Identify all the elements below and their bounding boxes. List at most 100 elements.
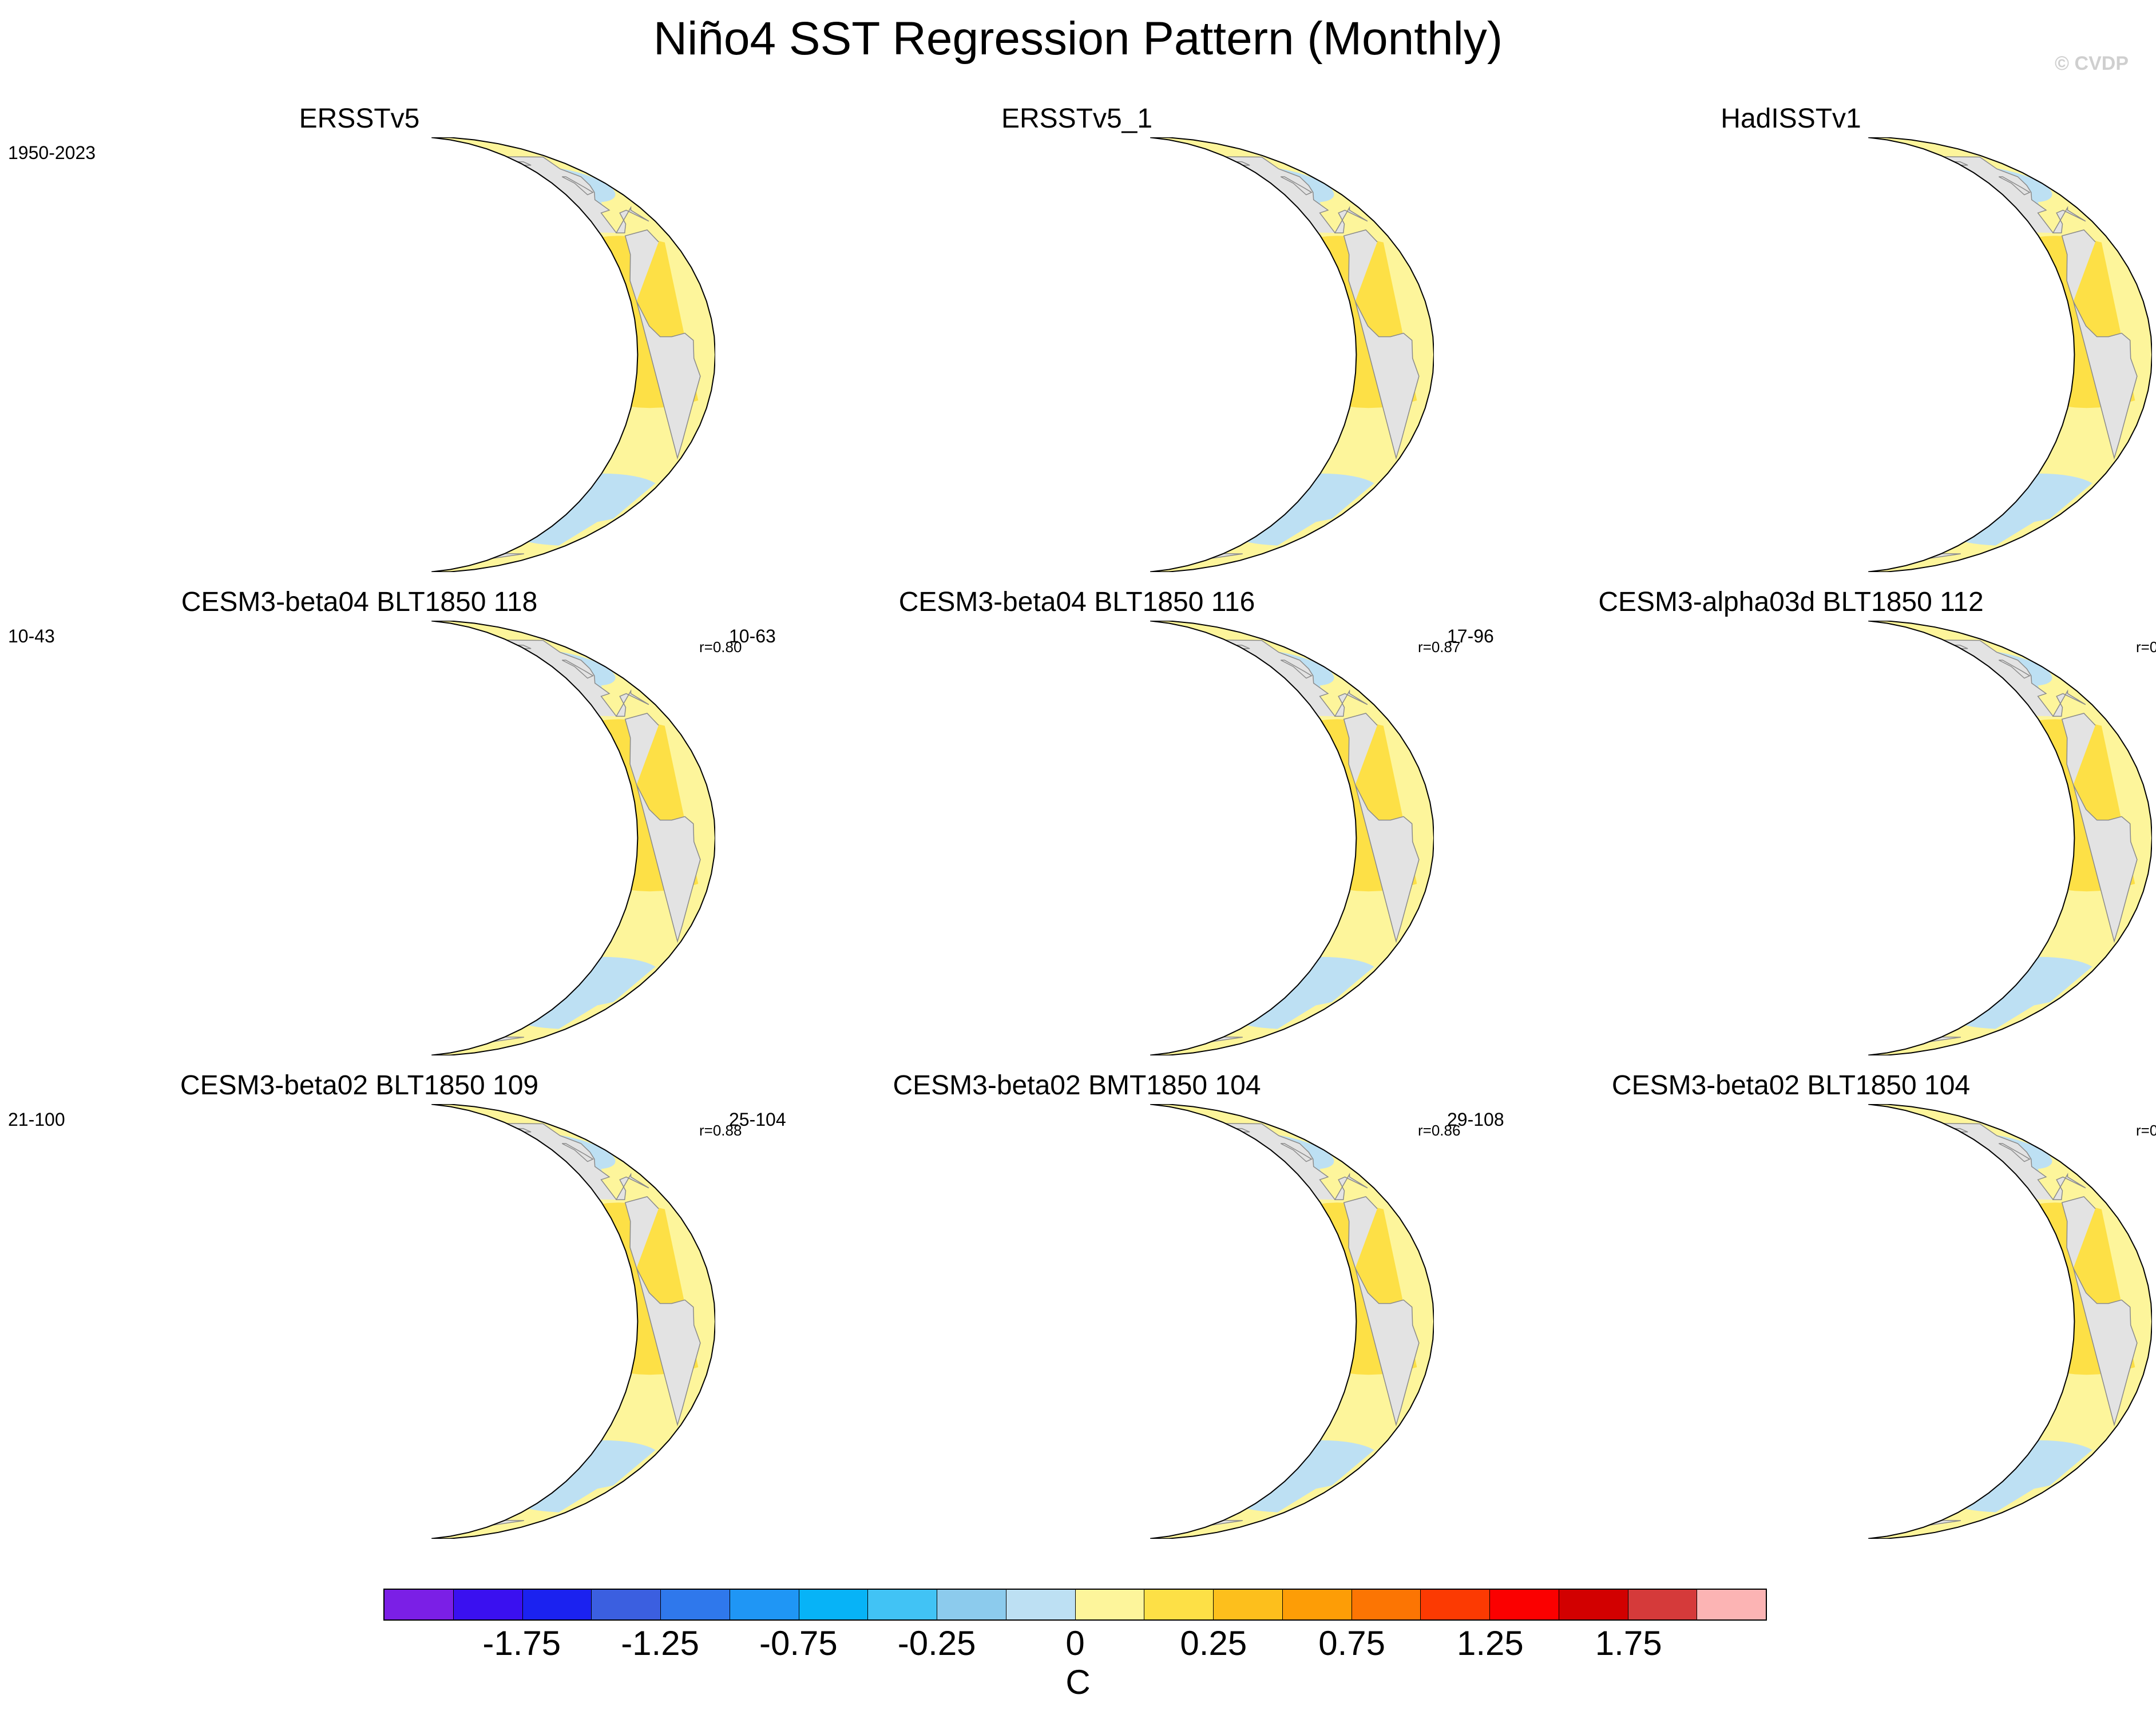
anomaly-region	[1868, 719, 2135, 892]
sst-regression-map	[163, 1104, 715, 1539]
land-uk	[561, 660, 594, 679]
anomaly-region	[1495, 1268, 1613, 1440]
colorbar-swatch	[799, 1590, 869, 1619]
panel-correlation: r=0.87	[1418, 638, 1461, 656]
land-borneo	[1627, 1304, 1644, 1336]
colorbar-swatch	[1421, 1590, 1490, 1619]
sst-regression-map	[58, 621, 715, 1055]
land-northAmerica	[431, 1115, 525, 1293]
land-newGuinea	[232, 1325, 270, 1357]
anomaly-region	[954, 1339, 1099, 1440]
anomaly-region	[431, 200, 475, 311]
anomaly-region	[431, 985, 629, 1030]
anomaly-region	[776, 1268, 895, 1440]
map-outline	[1868, 1104, 2152, 1539]
anomaly-region	[431, 1418, 439, 1486]
colorbar-swatch	[1628, 1590, 1698, 1619]
anomaly-region	[1053, 190, 1117, 257]
land-borneo	[1627, 820, 1644, 853]
land-northAmerica	[1868, 632, 1961, 810]
panel-correlation: r=0.8	[2136, 1122, 2156, 1139]
land-northAmerica	[431, 148, 525, 327]
anomaly-region	[58, 785, 176, 957]
land-madagascar	[792, 1364, 808, 1409]
anomaly-region	[235, 856, 381, 957]
anomaly-region	[1868, 1167, 1912, 1278]
land-indonesiaA	[882, 820, 931, 871]
anomaly-region	[1868, 1300, 1914, 1336]
anomaly-region	[1771, 1157, 1836, 1224]
land-australia	[1645, 878, 1721, 969]
land-uk	[561, 176, 594, 196]
anomaly-region	[1868, 1440, 2092, 1493]
land-eurasia	[1868, 629, 2086, 835]
land-newGuinea	[232, 841, 270, 874]
panel-title: HadISSTv1	[1721, 104, 1861, 134]
anomaly-region	[1718, 1158, 1808, 1237]
colorbar-swatch	[522, 1590, 592, 1619]
colorbar-tick-label: 0	[1065, 1624, 1085, 1662]
anomaly-region	[1495, 785, 1613, 957]
land-uk	[1998, 1143, 2031, 1162]
land-australia	[927, 1361, 1002, 1452]
land-eurasia	[1868, 1113, 2086, 1319]
anomaly-region	[1768, 340, 1838, 362]
colorbar-swatch	[1697, 1590, 1766, 1619]
land-borneo	[909, 820, 926, 853]
land-japan	[1682, 691, 1719, 732]
anomaly-region	[431, 1468, 629, 1513]
land-northAmerica	[1868, 148, 1961, 327]
panel-years: 10-43	[8, 626, 55, 646]
anomaly-region	[431, 1486, 540, 1518]
anomaly-region	[1784, 1307, 1861, 1329]
colorbar-swatch	[1282, 1590, 1352, 1619]
anomaly-region	[431, 1202, 699, 1375]
anomaly-region	[431, 451, 439, 519]
colorbar	[383, 1589, 1767, 1621]
anomaly-region	[954, 856, 1099, 957]
land-africa	[431, 1196, 701, 1441]
colorbar-tick-label: 0.25	[1180, 1624, 1247, 1662]
anomaly-region	[163, 1141, 321, 1214]
panel-correlation: r=0.86	[1418, 1122, 1461, 1139]
land-newGuinea	[1669, 358, 1707, 390]
land-australia	[927, 394, 1002, 486]
colorbar-tick-label: 0.75	[1318, 1624, 1385, 1662]
anomaly-region	[235, 372, 381, 474]
colorbar-swatch	[1352, 1590, 1421, 1619]
anomaly-region	[431, 802, 502, 874]
colorbar-swatch	[385, 1590, 454, 1619]
panel-correlation: r=0.80	[699, 638, 742, 656]
land-newGuinea	[1669, 1325, 1707, 1357]
anomaly-region	[282, 191, 371, 270]
panel-title: ERSSTv5	[299, 104, 420, 134]
anomaly-region	[1771, 673, 1836, 741]
anomaly-region	[1868, 319, 1939, 391]
anomaly-region	[1563, 1321, 1659, 1392]
anomaly-region	[1052, 340, 1137, 362]
anomaly-region	[1563, 838, 1659, 908]
anomaly-region	[1150, 1300, 1196, 1336]
land-newZealand	[1753, 957, 1767, 988]
colorbar-tick-label: -1.75	[482, 1624, 561, 1662]
land-uk	[1280, 660, 1313, 679]
colorbar-swatch	[730, 1590, 799, 1619]
land-madagascar	[73, 398, 90, 442]
anomaly-region	[1868, 1418, 1876, 1486]
colorbar-units: C	[1065, 1663, 1091, 1701]
land-newZealand	[316, 957, 330, 988]
anomaly-region	[1000, 191, 1089, 270]
anomaly-region	[431, 956, 656, 1010]
colorbar-swatch	[937, 1590, 1006, 1619]
land-eurasia	[1868, 146, 2086, 352]
anomaly-region	[431, 935, 439, 1003]
land-indonesiaA	[163, 820, 212, 871]
anomaly-region	[431, 719, 699, 892]
land-borneo	[190, 1304, 208, 1336]
anomaly-region	[1868, 816, 1881, 845]
land-uk	[1998, 660, 2031, 679]
land-borneo	[1627, 337, 1644, 370]
anomaly-region	[334, 190, 399, 257]
anomaly-region	[1672, 372, 1817, 474]
anomaly-region	[776, 785, 895, 957]
